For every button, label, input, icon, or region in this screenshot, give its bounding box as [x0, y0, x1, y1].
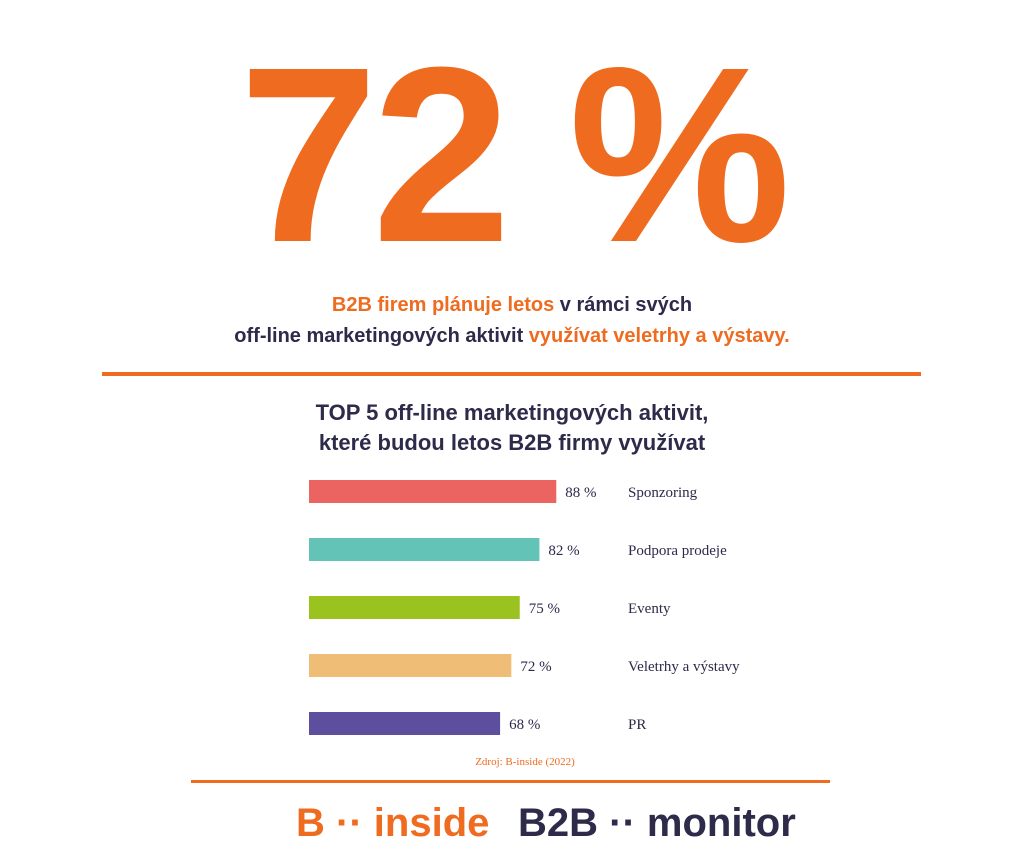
- b2b-monitor-logo-part-a: B2B: [518, 801, 599, 845]
- value-label-3: 75 %: [529, 601, 560, 617]
- value-label-5: 68 %: [509, 717, 540, 733]
- top-divider: [102, 372, 921, 376]
- bar-chart: 88 % Sponzoring 82 % Podpora prodeje 75 % Eve…: [309, 480, 740, 735]
- b-inside-logo-part-b: inside: [373, 801, 490, 845]
- b-inside-logo-part-a: B: [296, 801, 325, 845]
- stat-description-line-1: B2B firem plánuje letos v rámci svých: [0, 290, 1024, 321]
- category-label-4: Veletrhy a výstavy: [628, 659, 740, 675]
- b-inside-logo-dots: ··: [336, 801, 363, 845]
- chart-title: TOP 5 off-line marketingových aktivit, k…: [0, 398, 1024, 458]
- bar-2: [309, 538, 540, 561]
- description-highlight-1: B2B firem plánuje letos: [331, 294, 555, 316]
- description-highlight-2: využívat veletrhy a výstavy.: [528, 325, 790, 347]
- stat-description-line-2: off-line marketingových aktivit využívat…: [0, 321, 1024, 352]
- b-inside-logo: B ·· inside: [296, 798, 489, 848]
- value-label-4: 72 %: [520, 659, 551, 675]
- chart-title-line-1: TOP 5 off-line marketingových aktivit,: [315, 400, 709, 425]
- category-label-5: PR: [628, 717, 646, 733]
- bar-1: [309, 480, 557, 503]
- value-label-2: 82 %: [548, 543, 579, 559]
- value-label-1: 88 %: [565, 485, 596, 501]
- bar-4: [309, 654, 512, 677]
- b2b-monitor-logo-dots: ··: [609, 801, 636, 845]
- chart-title-line-2: které budou letos B2B firmy využívat: [318, 430, 706, 455]
- description-text-2: off-line marketingových aktivit: [234, 325, 529, 347]
- b2b-monitor-logo-part-b: monitor: [646, 801, 796, 845]
- logos: B ·· inside B2B ·· monitor: [0, 798, 1024, 848]
- category-label-3: Eventy: [628, 601, 671, 617]
- bar-3: [309, 596, 520, 619]
- category-label-2: Podpora prodeje: [628, 543, 727, 559]
- bottom-divider: [191, 780, 830, 783]
- headline-stat: 72 %: [239, 15, 791, 294]
- b2b-monitor-logo: B2B ·· monitor: [518, 798, 796, 848]
- chart-source: Zdroj: B-inside (2022): [475, 756, 575, 768]
- bar-5: [309, 712, 501, 735]
- stat-description: B2B firem plánuje letos v rámci svých of…: [0, 290, 1024, 352]
- category-label-1: Sponzoring: [628, 485, 698, 501]
- description-text-1: v rámci svých: [554, 294, 693, 316]
